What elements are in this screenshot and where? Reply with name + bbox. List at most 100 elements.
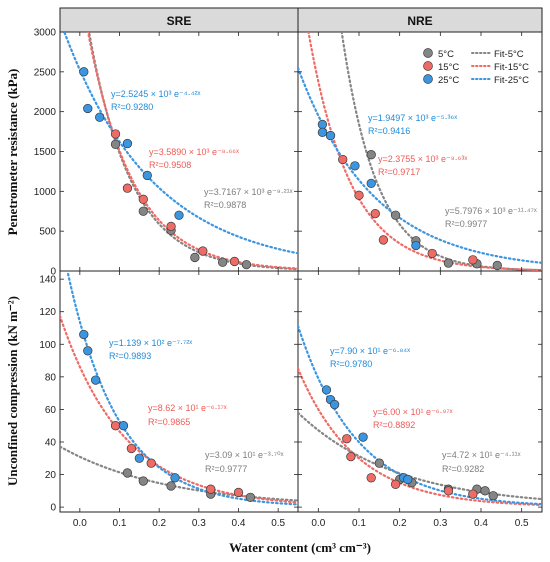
data-point-25c-sre-top-4 xyxy=(142,170,152,181)
data-point-5c-nre-top-0 xyxy=(366,150,376,160)
legend-marker-25c xyxy=(423,74,433,84)
fit-curve-25c-nre-bottom xyxy=(298,324,542,506)
legend-label-5c: 5°C xyxy=(438,49,454,60)
data-point-15c-nre-top-1 xyxy=(354,190,364,200)
y-tick-label-sre-bottom-40: 40 xyxy=(45,437,57,448)
r2-sre-top-15c: R²=0.9508 xyxy=(149,160,191,170)
x-tick-label-nre-bottom-0.4: 0.4 xyxy=(474,518,488,529)
y-tick-label-sre-bottom-100: 100 xyxy=(39,340,56,351)
data-point-5c-sre-bottom-4 xyxy=(245,492,256,502)
axis-ticks-layer: 0 500 1000 1500 2000 2500 3000 0 20 40 60 80 100 120 1… xyxy=(34,28,542,529)
y-axis-label-top: Penetrometer resistance (kPa) xyxy=(5,69,20,236)
eq-sre-top-25c: y=2.5245 × 10³ e⁻⁴·⁴²ˣ xyxy=(111,89,201,99)
data-point-25c-sre-bottom-0 xyxy=(79,329,89,340)
x-tick-label-nre-bottom-0.0: 0.0 xyxy=(311,518,325,529)
data-point-25c-sre-top-0 xyxy=(79,67,89,77)
strip-header: SRE NRE xyxy=(59,7,543,33)
fit-curve-5c-nre-bottom xyxy=(298,411,542,501)
data-point-25c-nre-bottom-5 xyxy=(403,474,413,485)
data-point-5c-sre-top-0 xyxy=(110,139,121,149)
x-tick-label-nre-bottom-0.5: 0.5 xyxy=(515,518,529,529)
legend-label-fit-5c: Fit-5°C xyxy=(494,49,524,60)
legend-label-25c: 25°C xyxy=(438,75,459,86)
eq-nre-bottom-15c: y=6.00 × 10¹ e⁻⁶·⁹⁷ˣ xyxy=(373,407,453,417)
data-point-15c-sre-top-2 xyxy=(138,194,148,204)
fit-curves-layer xyxy=(60,32,542,507)
data-point-25c-nre-bottom-3 xyxy=(358,432,368,442)
data-point-5c-nre-bottom-5 xyxy=(480,486,490,496)
data-point-15c-nre-bottom-5 xyxy=(468,489,478,499)
x-tick-label-sre-bottom-0.1: 0.1 xyxy=(113,518,127,529)
y-tick-label-sre-top-2500: 2500 xyxy=(34,67,57,78)
data-point-25c-sre-bottom-5 xyxy=(170,473,180,483)
x-tick-label-sre-bottom-0.0: 0.0 xyxy=(73,518,87,529)
data-point-5c-sre-top-1 xyxy=(138,206,148,216)
data-point-25c-nre-top-0 xyxy=(317,119,328,130)
r2-sre-bottom-5c: R²=0.9777 xyxy=(205,464,247,474)
eq-sre-bottom-25c: y=1.139 × 10² e⁻⁷·⁷²ˣ xyxy=(109,338,192,348)
data-point-15c-nre-top-5 xyxy=(468,255,478,265)
panel-frame-nre-bottom xyxy=(297,270,543,513)
y-tick-label-sre-top-3000: 3000 xyxy=(34,28,57,39)
r2-nre-top-5c: R²=0.9977 xyxy=(445,219,487,229)
fit-curve-5c-sre-top xyxy=(87,32,298,271)
data-point-15c-nre-top-3 xyxy=(378,235,389,245)
x-tick-label-nre-bottom-0.1: 0.1 xyxy=(352,518,366,529)
eq-nre-bottom-25c: y=7.90 × 10¹ e⁻⁶·⁸⁴ˣ xyxy=(330,346,410,356)
data-point-15c-nre-bottom-1 xyxy=(346,451,356,462)
y-tick-label-sre-bottom-60: 60 xyxy=(45,405,57,416)
fit-curve-15c-nre-bottom xyxy=(298,367,542,507)
eq-nre-top-25c: y=1.9497 × 10³ e⁻⁵·³⁶ˣ xyxy=(368,113,457,123)
x-tick-label-nre-bottom-0.3: 0.3 xyxy=(433,518,447,529)
data-point-25c-sre-bottom-2 xyxy=(91,375,101,385)
y-tick-label-sre-bottom-0: 0 xyxy=(50,503,56,514)
data-point-15c-nre-bottom-4 xyxy=(443,486,454,496)
data-point-25c-sre-top-3 xyxy=(122,138,133,149)
equations: y=2.5245 × 10³ e⁻⁴·⁴²ˣ R²=0.9280 y=3.589… xyxy=(109,89,537,474)
strip-sre-bg xyxy=(59,7,299,33)
data-point-25c-nre-top-5 xyxy=(411,240,421,251)
y-axis-label-bottom: Unconfined compression (kN m⁻²) xyxy=(5,296,20,486)
data-point-15c-sre-top-4 xyxy=(198,246,208,256)
data-point-15c-nre-top-2 xyxy=(370,208,380,219)
data-point-5c-nre-top-1 xyxy=(390,210,401,220)
y-tick-label-sre-top-0: 0 xyxy=(50,267,56,278)
x-tick-label-sre-bottom-0.5: 0.5 xyxy=(271,518,285,529)
strip-label-sre: SRE xyxy=(167,14,192,28)
fit-group-nre-bottom xyxy=(298,324,542,507)
data-point-5c-nre-bottom-0 xyxy=(374,458,384,468)
data-point-15c-sre-top-5 xyxy=(229,256,240,267)
data-point-15c-nre-bottom-3 xyxy=(390,479,401,489)
eq-sre-top-15c: y=3.5890 × 10³ e⁻⁸·⁶⁶ˣ xyxy=(149,147,239,157)
eq-nre-top-5c: y=5.7976 × 10³ e⁻¹¹·⁴⁷ˣ xyxy=(445,206,537,216)
data-point-25c-sre-bottom-3 xyxy=(118,421,129,431)
data-point-15c-sre-bottom-4 xyxy=(233,487,244,498)
data-point-5c-nre-top-5 xyxy=(492,260,502,271)
y-tick-label-sre-top-2000: 2000 xyxy=(34,107,57,118)
data-point-5c-sre-bottom-0 xyxy=(122,468,133,478)
r2-nre-top-25c: R²=0.9416 xyxy=(368,126,410,136)
data-point-15c-nre-top-4 xyxy=(427,248,437,259)
data-point-5c-nre-top-3 xyxy=(443,258,454,268)
data-point-25c-sre-top-5 xyxy=(174,210,184,220)
data-point-15c-sre-top-1 xyxy=(122,183,133,193)
strip-nre-bg xyxy=(297,7,543,33)
fit-group-sre-top xyxy=(63,32,298,271)
data-point-25c-nre-top-2 xyxy=(325,130,336,141)
eq-sre-bottom-5c: y=3.09 × 10¹ e⁻³·⁷⁰ˣ xyxy=(205,450,284,460)
r2-sre-bottom-25c: R²=0.9893 xyxy=(109,351,151,361)
fit-curve-25c-sre-top xyxy=(63,32,298,255)
data-point-25c-nre-top-3 xyxy=(350,161,360,171)
y-tick-label-sre-bottom-140: 140 xyxy=(39,275,56,286)
data-point-15c-sre-top-0 xyxy=(110,129,121,139)
data-point-15c-nre-top-0 xyxy=(338,154,348,165)
data-point-25c-sre-top-1 xyxy=(83,103,93,114)
data-point-15c-sre-top-3 xyxy=(166,221,176,232)
x-tick-label-sre-bottom-0.4: 0.4 xyxy=(232,518,246,529)
data-point-5c-sre-bottom-2 xyxy=(166,481,176,491)
r2-nre-top-15c: R²=0.9717 xyxy=(378,167,420,177)
r2-nre-bottom-25c: R²=0.9780 xyxy=(330,359,372,369)
eq-nre-top-15c: y=2.3755 × 10³ e⁻⁹·⁶³ˣ xyxy=(378,154,467,164)
data-point-15c-nre-bottom-2 xyxy=(366,473,376,483)
